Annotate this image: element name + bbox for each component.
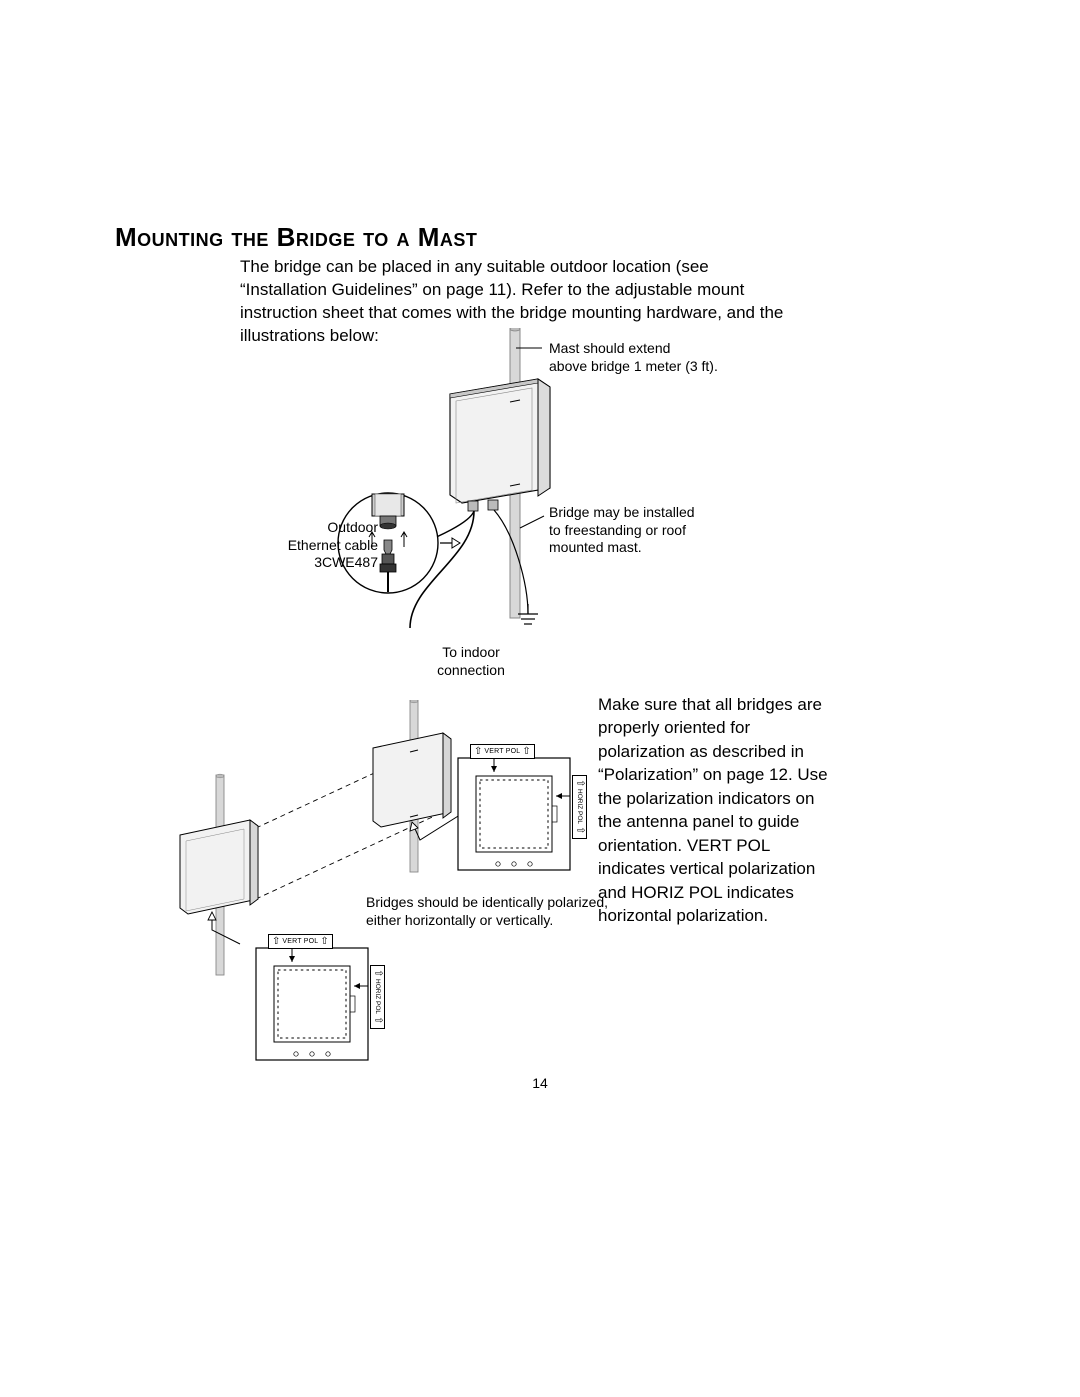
label-identically-polarized: Bridges should be identically polarized,… (366, 894, 626, 929)
section-heading: Mounting the Bridge to a Mast (115, 222, 477, 253)
up-arrow-icon: ⇧ (373, 969, 383, 977)
up-arrow-icon: ⇧ (474, 747, 482, 757)
horiz-pol-label-lower: ⇧ HORIZ POL ⇧ (370, 965, 385, 1029)
horiz-pol-label-upper: ⇧ HORIZ POL ⇧ (572, 775, 587, 839)
vert-pol-label-upper: ⇧ VERT POL ⇧ (470, 744, 535, 759)
up-arrow-icon: ⇧ (272, 937, 280, 947)
up-arrow-icon: ⇧ (373, 1016, 383, 1024)
up-arrow-icon: ⇧ (320, 937, 328, 947)
figure-polarization (160, 700, 640, 1080)
up-arrow-icon: ⇧ (575, 826, 585, 834)
label-to-indoor: To indoor connection (421, 644, 521, 679)
label-bridge-install: Bridge may be installed to freestanding … (549, 504, 749, 557)
label-mast-extend: Mast should extend above bridge 1 meter … (549, 340, 749, 375)
vert-pol-label-lower: ⇧ VERT POL ⇧ (268, 934, 333, 949)
label-ethernet-cable: Outdoor Ethernet cable 3CWE487 (278, 519, 378, 572)
polarization-paragraph: Make sure that all bridges are properly … (598, 693, 838, 928)
document-page: Mounting the Bridge to a Mast The bridge… (0, 0, 1080, 1397)
page-number: 14 (0, 1075, 1080, 1091)
up-arrow-icon: ⇧ (575, 779, 585, 787)
up-arrow-icon: ⇧ (522, 747, 530, 757)
